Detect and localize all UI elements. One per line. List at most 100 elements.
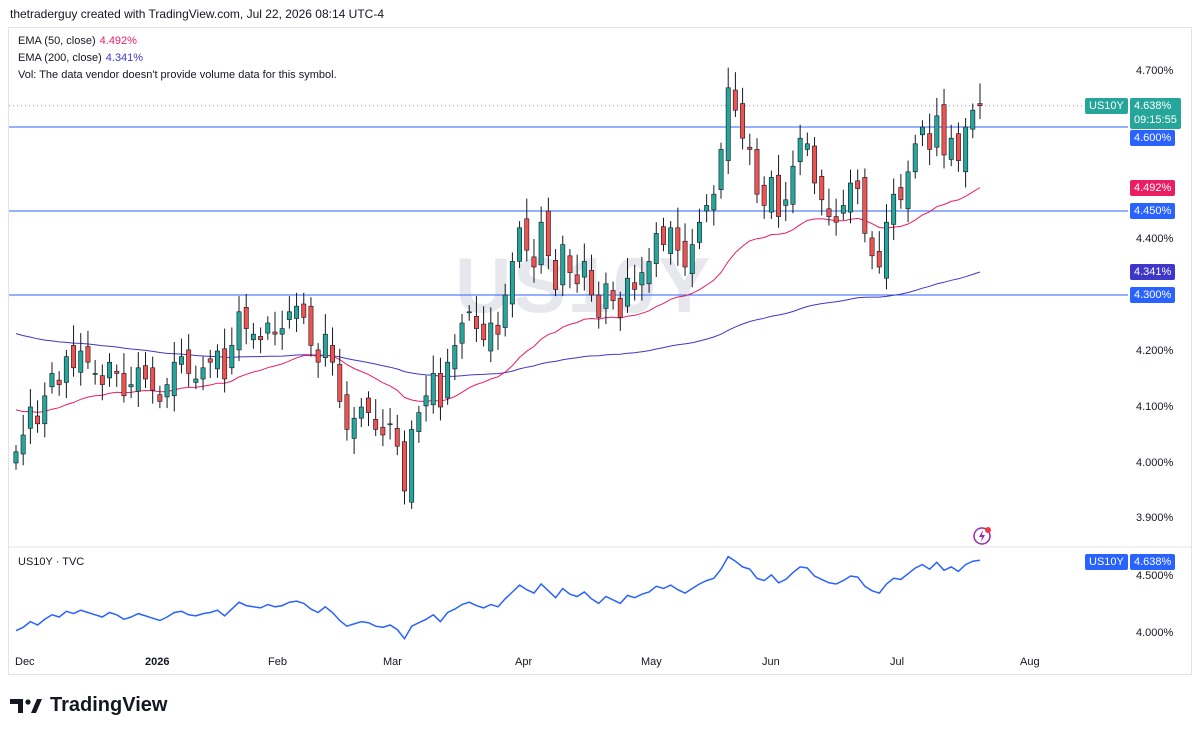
candle-body xyxy=(574,274,580,285)
x-tick-label: 2026 xyxy=(145,656,170,668)
candle-body xyxy=(265,322,271,334)
candle-body xyxy=(157,394,163,402)
candle-body xyxy=(401,441,407,492)
candle-body xyxy=(164,384,170,398)
candle-body xyxy=(704,205,710,212)
candle-body xyxy=(833,216,839,223)
candle-body xyxy=(891,193,897,225)
candle-body xyxy=(732,89,738,111)
candle-body xyxy=(56,379,62,385)
ema50-legend-value: 4.492% xyxy=(99,35,137,47)
level-tag-high: 4.600% xyxy=(1130,130,1176,146)
ema200-legend-value: 4.341% xyxy=(105,52,144,64)
candle-body xyxy=(171,361,177,397)
candle-body xyxy=(646,261,652,285)
candle-body xyxy=(668,227,674,254)
x-tick-label: Dec xyxy=(15,656,35,668)
candle-body xyxy=(27,406,33,429)
candle-body xyxy=(776,174,782,217)
candle-body xyxy=(495,324,501,335)
candle-body xyxy=(452,345,458,370)
ema50-price-tag: 4.492% xyxy=(1130,180,1176,196)
x-tick-label: Mar xyxy=(383,656,402,668)
candle-body xyxy=(99,375,105,385)
symbol-tag: US10Y xyxy=(1085,98,1128,114)
ema200-legend[interactable]: EMA (200, close) 4.341% xyxy=(18,52,143,64)
candle-body xyxy=(581,261,587,278)
candle-body xyxy=(337,364,343,402)
candle-body xyxy=(279,328,285,335)
level-tag-low: 4.300% xyxy=(1130,287,1176,303)
candle-body xyxy=(660,226,666,245)
candle-body xyxy=(78,350,84,373)
candle-body xyxy=(236,311,242,351)
candle-body xyxy=(840,205,846,214)
candle-body xyxy=(416,412,422,432)
candle-body xyxy=(20,434,26,455)
candle-body xyxy=(358,406,364,419)
candle-body xyxy=(473,315,479,329)
candle-body xyxy=(977,103,983,107)
candle-body xyxy=(632,282,638,290)
candle-body xyxy=(301,303,307,318)
candle-body xyxy=(682,240,688,268)
candle-body xyxy=(963,126,969,173)
lower-pane-line xyxy=(15,555,981,641)
candle-body xyxy=(524,218,530,251)
candle-body xyxy=(92,373,98,375)
tradingview-logo[interactable]: TradingView xyxy=(10,694,167,717)
candle-body xyxy=(114,370,120,374)
candle-body xyxy=(553,259,559,290)
ema50-legend-label: EMA (50, close) xyxy=(18,35,96,47)
candle-body xyxy=(243,306,249,329)
ema200-price-tag: 4.341% xyxy=(1130,264,1176,280)
candle-body xyxy=(653,233,659,264)
candle-body xyxy=(437,373,443,408)
candle-body xyxy=(330,345,335,363)
candle-body xyxy=(567,255,573,273)
y-tick-label: 4.200% xyxy=(1136,345,1174,357)
candle-body xyxy=(308,305,314,346)
candle-body xyxy=(675,227,681,251)
candle-body xyxy=(150,367,156,391)
candle-body xyxy=(603,283,609,309)
candle-body xyxy=(71,345,77,369)
y-tick-label: 4.400% xyxy=(1136,233,1174,245)
candle-body xyxy=(711,193,717,211)
candle-body xyxy=(85,346,91,363)
candle-body xyxy=(948,137,954,160)
candle-body xyxy=(905,171,911,210)
candle-body xyxy=(121,373,127,397)
ema50-legend[interactable]: EMA (50, close) 4.492% xyxy=(18,35,137,47)
y-tick-label: 3.900% xyxy=(1136,512,1174,524)
candle-body xyxy=(179,356,184,365)
candle-body xyxy=(927,133,933,150)
candle-body xyxy=(812,145,818,184)
y-tick-label: 4.100% xyxy=(1136,401,1174,413)
candle-body xyxy=(351,417,357,439)
candle-body xyxy=(509,261,515,305)
candle-body xyxy=(919,126,925,136)
candle-body xyxy=(387,423,393,426)
candle-body xyxy=(941,104,947,156)
x-tick-label: May xyxy=(641,656,662,668)
candle-body xyxy=(481,323,487,341)
candle-body xyxy=(488,322,494,352)
volume-legend: Vol: The data vendor doesn't provide vol… xyxy=(18,69,337,81)
chart-frame xyxy=(8,27,1192,675)
candle-body xyxy=(286,311,292,320)
ema200-line xyxy=(15,271,981,377)
candle-body xyxy=(862,177,868,234)
last-price-value: 4.638% xyxy=(1134,100,1172,112)
candle-body xyxy=(819,176,825,201)
lower-y-tick-label: 4.000% xyxy=(1136,627,1174,639)
candle-body xyxy=(783,199,789,206)
x-tick-label: Jun xyxy=(762,656,780,668)
alert-icon[interactable] xyxy=(972,526,992,551)
candle-body xyxy=(869,237,875,257)
candle-body xyxy=(272,331,278,335)
candle-body xyxy=(394,427,400,447)
bar-countdown: 09:15:55 xyxy=(1134,114,1177,126)
candle-body xyxy=(826,208,832,217)
